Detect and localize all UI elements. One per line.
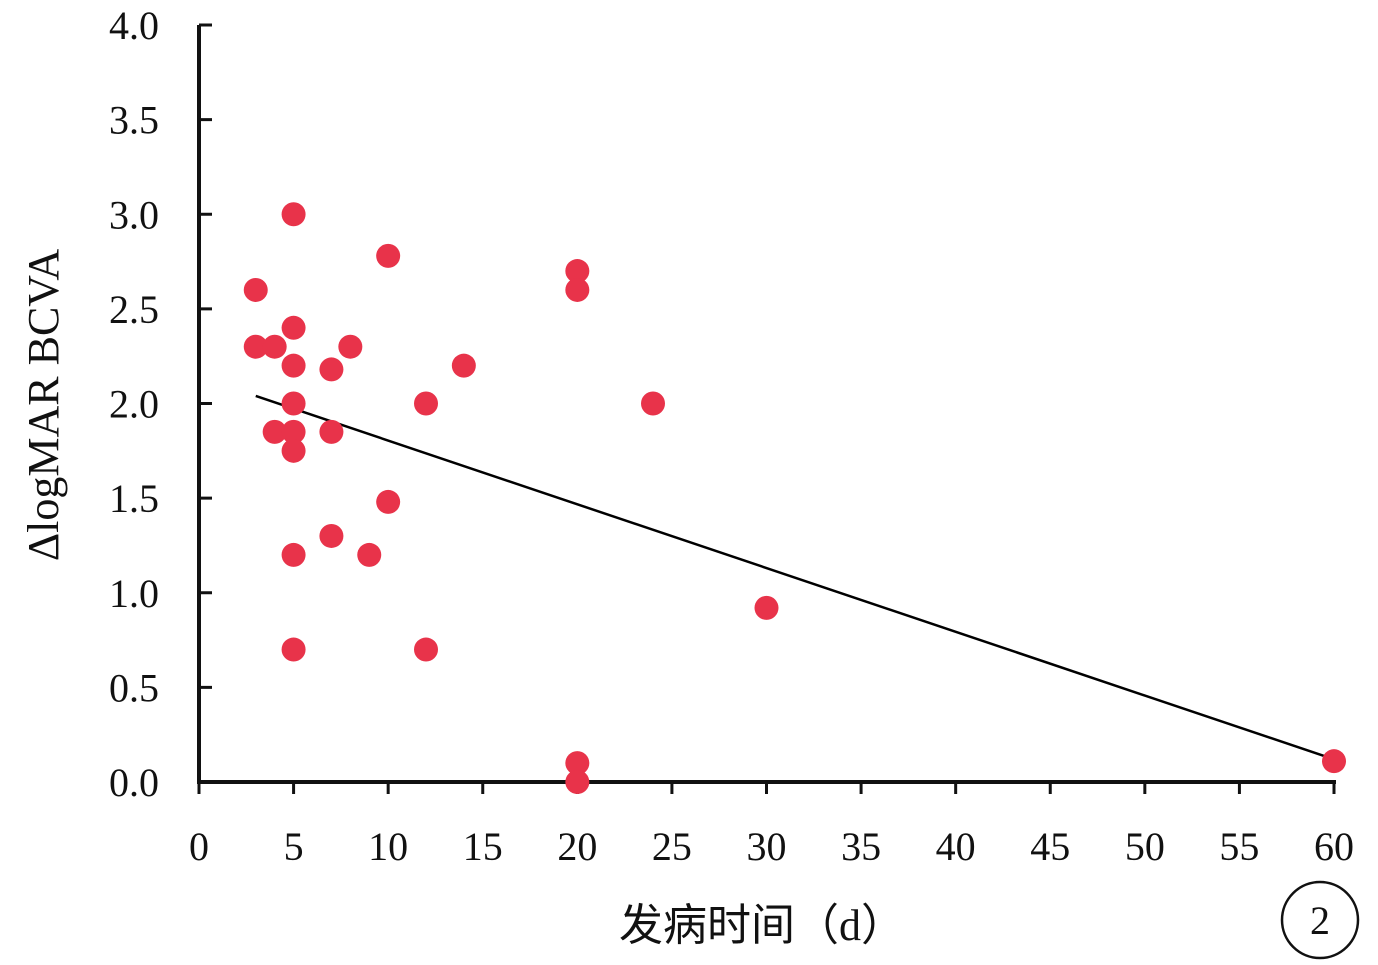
x-tick-label: 10 — [368, 824, 408, 869]
data-point — [565, 770, 590, 794]
x-tick-label: 5 — [284, 824, 304, 869]
y-tick-label: 4.0 — [109, 3, 159, 48]
data-point — [641, 391, 665, 416]
data-point — [319, 523, 344, 548]
y-tick-label: 3.5 — [109, 98, 159, 143]
data-point — [565, 259, 590, 284]
data-point — [414, 391, 438, 416]
data-point — [262, 334, 287, 359]
data-point — [281, 353, 306, 378]
data-point — [319, 357, 344, 382]
data-point — [281, 315, 306, 340]
x-tick-label: 30 — [747, 824, 787, 869]
y-tick-label: 3.0 — [109, 192, 159, 237]
data-point — [754, 595, 779, 620]
trendline-group — [255, 394, 1335, 761]
data-point — [1322, 749, 1346, 774]
x-axis-title: 发病时间（d） — [619, 901, 905, 950]
x-tick-label: 55 — [1219, 824, 1259, 869]
y-tick-label: 2.0 — [109, 382, 159, 427]
x-tick-label: 15 — [463, 824, 503, 869]
data-point — [565, 277, 590, 302]
data-point — [281, 419, 306, 444]
data-point — [357, 542, 382, 567]
y-axis-ticks: 0.0 0.5 1.0 1.5 2.0 2.5 3.0 3.5 4.0 — [109, 3, 212, 805]
y-tick-label: 0.5 — [109, 665, 159, 710]
x-tick-label: 45 — [1030, 824, 1070, 869]
data-point — [319, 419, 344, 444]
y-tick-label: 1.0 — [109, 571, 159, 616]
data-point — [565, 751, 590, 776]
axes — [197, 25, 1336, 784]
data-point — [376, 243, 401, 268]
x-axis-ticks: 0 5 10 15 20 25 30 35 40 45 50 55 60 — [189, 782, 1354, 869]
data-point — [281, 637, 306, 662]
data-point — [376, 489, 401, 514]
y-tick-label: 0.0 — [109, 760, 159, 805]
x-tick-label: 40 — [936, 824, 976, 869]
data-point — [243, 277, 268, 302]
y-tick-label: 1.5 — [109, 476, 159, 521]
y-axis-title: ΔlogMAR BCVA — [19, 249, 68, 562]
x-tick-label: 0 — [189, 824, 209, 869]
x-tick-label: 60 — [1314, 824, 1354, 869]
data-points — [243, 202, 1346, 794]
y-tick-label: 2.5 — [109, 287, 159, 332]
x-tick-label: 20 — [557, 824, 597, 869]
data-point — [281, 542, 306, 567]
panel-label-circle — [1280, 880, 1360, 960]
data-point — [451, 353, 476, 378]
data-point — [281, 202, 306, 227]
x-tick-label: 50 — [1125, 824, 1165, 869]
data-point — [281, 438, 306, 463]
panel-label: 2 — [1310, 898, 1330, 943]
data-point — [281, 391, 306, 416]
data-point — [414, 637, 438, 662]
x-tick-label: 25 — [652, 824, 692, 869]
trendline — [255, 394, 1335, 761]
data-point — [338, 334, 363, 359]
data-point — [262, 419, 287, 444]
x-tick-label: 35 — [841, 824, 881, 869]
data-point — [243, 334, 268, 359]
